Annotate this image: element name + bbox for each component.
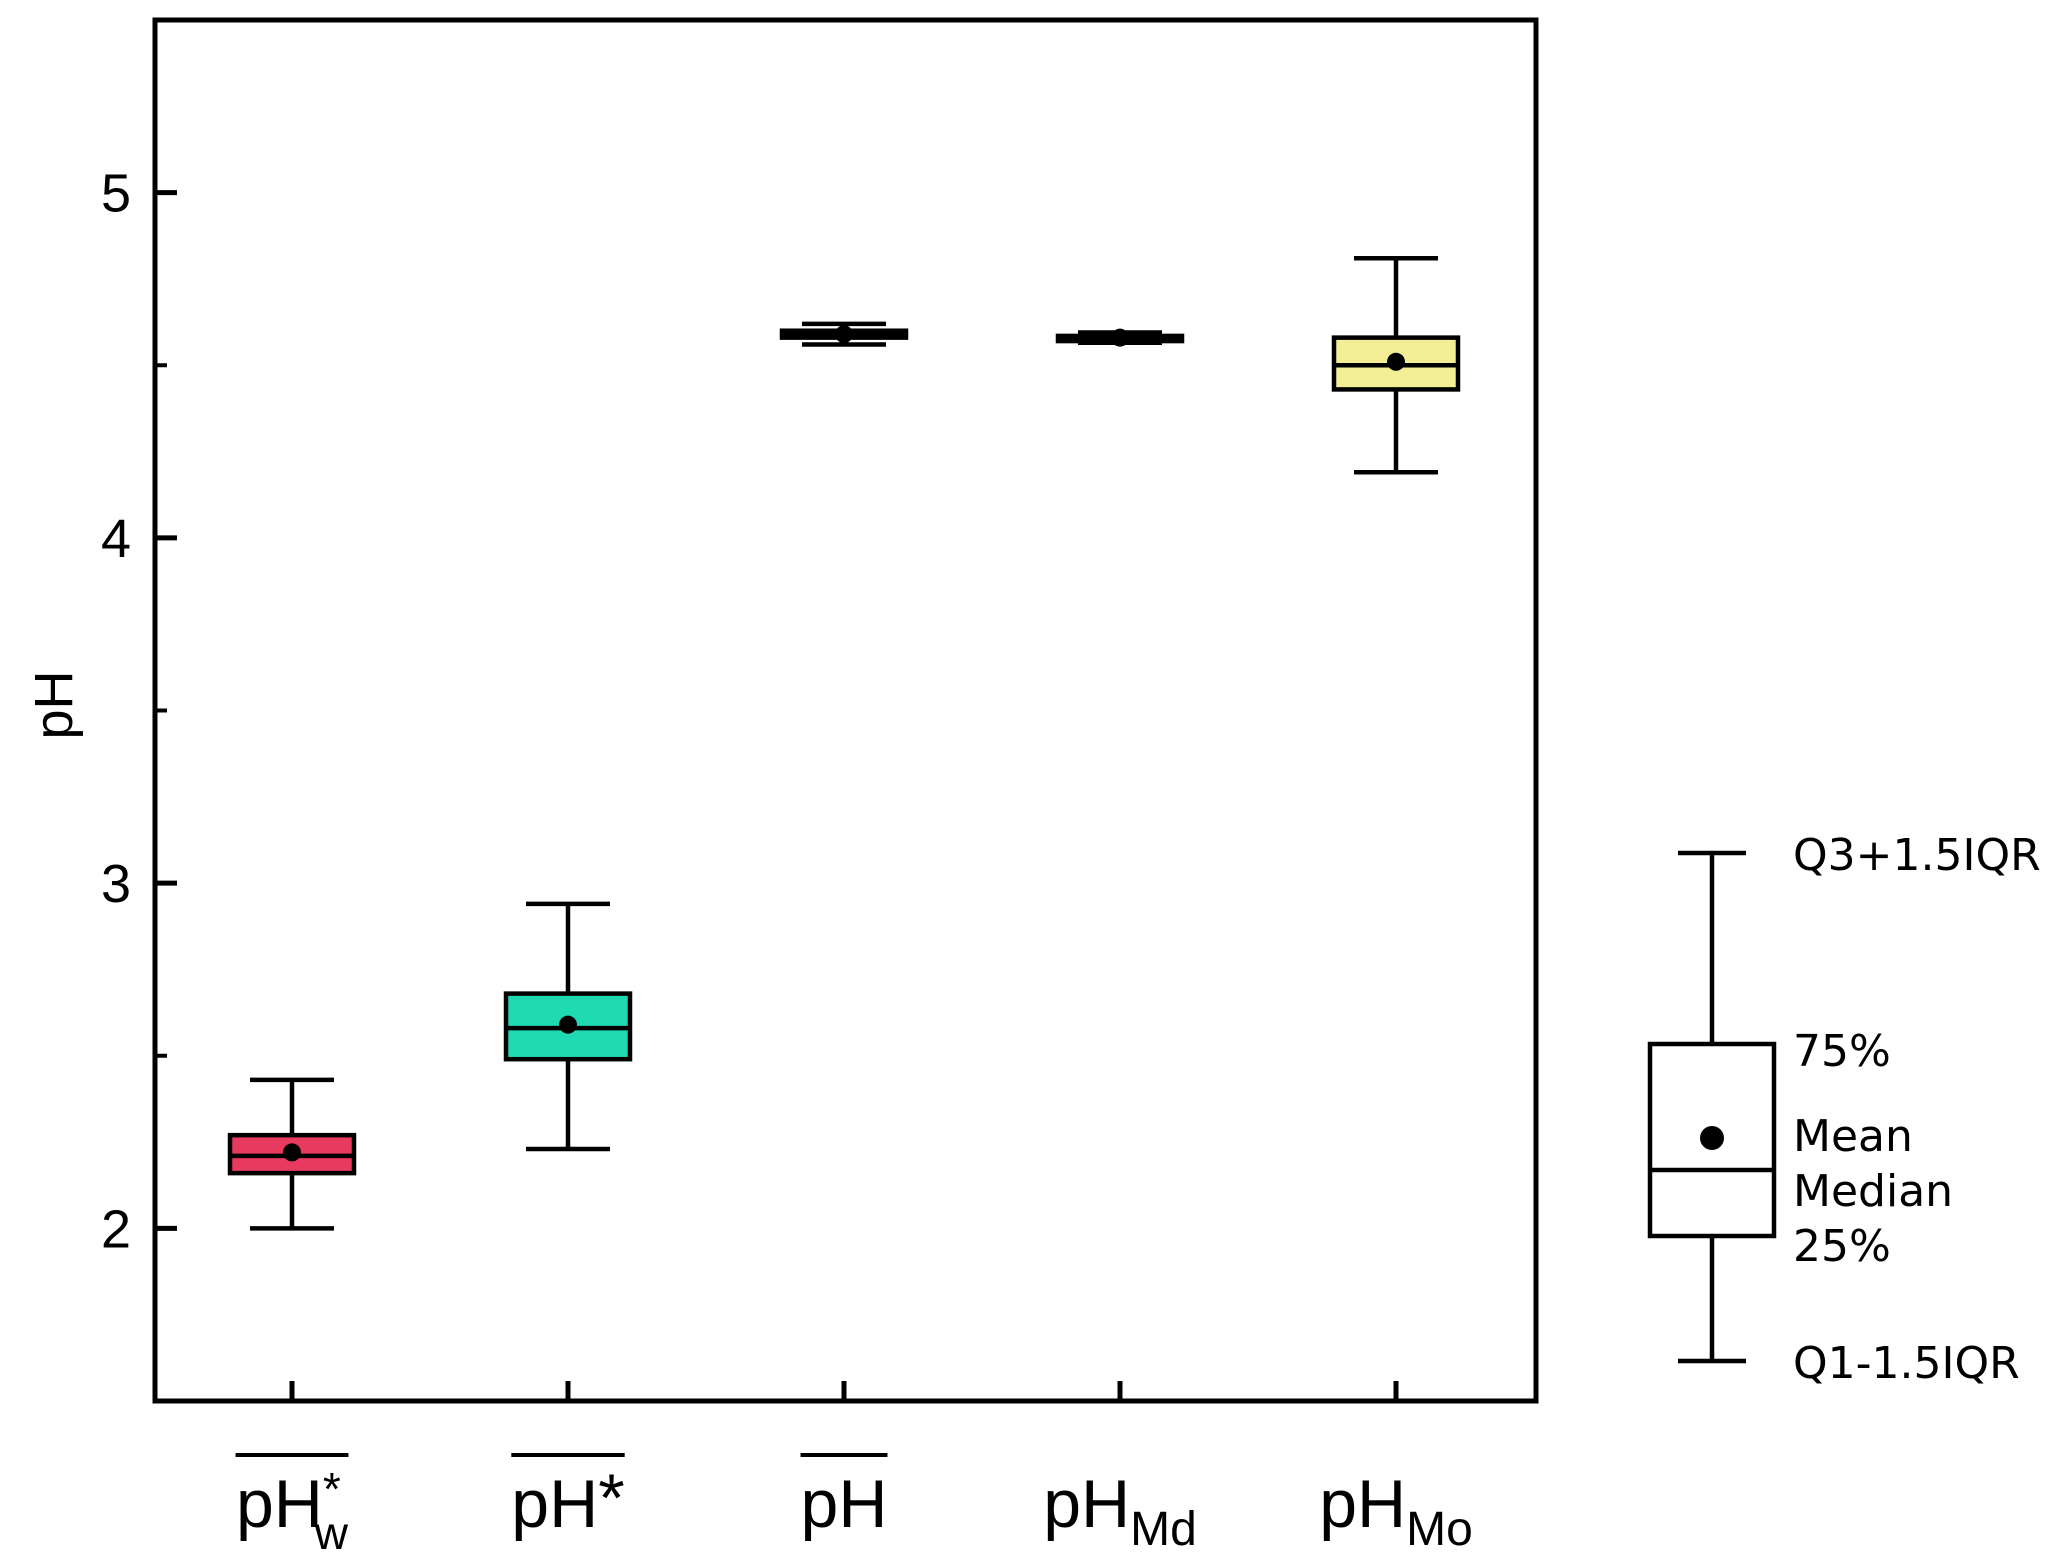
legend-label-upper-whisker: Q3+1.5IQR — [1793, 830, 2041, 881]
plot-area: 2 3 4 5 pH* w pH* pH pHMd pHMo — [101, 17, 1539, 1558]
y-axis-label: pH — [24, 670, 84, 739]
x-tick-label: pH — [801, 1466, 888, 1542]
x-tick-label-2: pH* — [511, 1453, 625, 1542]
y-tick-label: 2 — [101, 1199, 131, 1259]
box-1 — [227, 1077, 357, 1231]
legend-label-lower-whisker: Q1-1.5IQR — [1793, 1338, 2020, 1389]
mean-marker — [1387, 352, 1405, 371]
x-tick-label-5: pHMo — [1319, 1466, 1473, 1556]
box-4 — [1055, 328, 1185, 347]
x-tick-label-3: pH — [800, 1453, 888, 1542]
x-tick-label-1: pH* w — [235, 1453, 349, 1558]
mean-marker — [1111, 328, 1129, 347]
legend-label-q1: 25% — [1793, 1221, 1891, 1272]
mean-marker — [559, 1015, 577, 1034]
legend-label-median: Median — [1793, 1166, 1953, 1217]
mean-marker — [283, 1143, 301, 1162]
x-tick-label: pHMo — [1319, 1466, 1473, 1556]
x-tick-label: pH* w — [236, 1463, 349, 1558]
plot-frame — [152, 17, 1539, 1404]
y-tick-label: 4 — [101, 509, 131, 569]
box-2 — [503, 901, 633, 1152]
legend-mean-marker — [1700, 1126, 1724, 1150]
x-tick-label-4: pHMd — [1043, 1466, 1197, 1556]
box-3 — [779, 321, 909, 347]
mean-marker — [835, 325, 853, 344]
x-tick-label: pHMd — [1043, 1466, 1197, 1556]
box-5 — [1331, 255, 1461, 475]
legend-label-mean: Mean — [1793, 1111, 1913, 1162]
legend-label-q3: 75% — [1793, 1026, 1891, 1077]
y-tick-label: 5 — [101, 164, 131, 224]
x-tick-label: pH* — [511, 1460, 624, 1542]
y-tick-label: 3 — [101, 854, 131, 914]
